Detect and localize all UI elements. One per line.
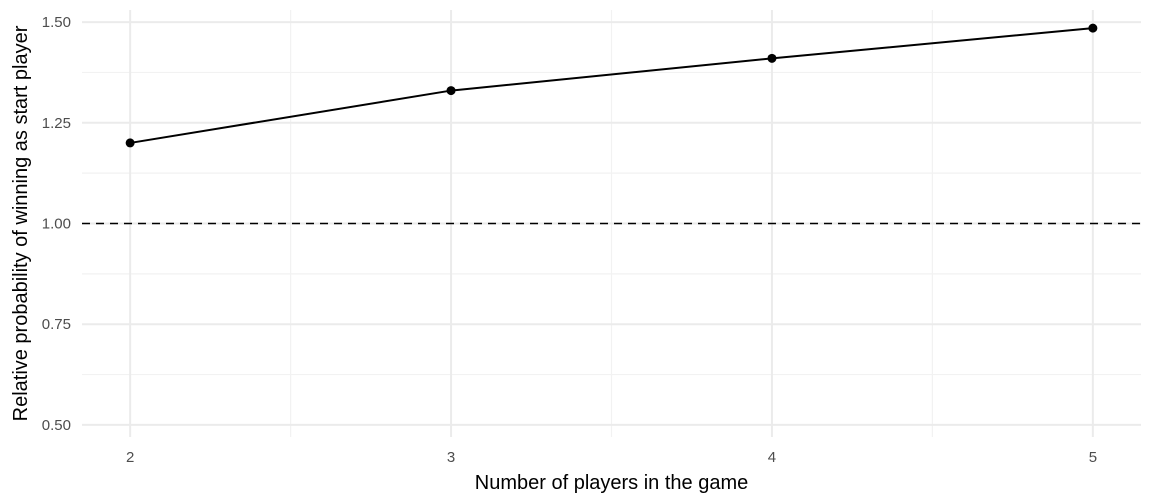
x-tick-label: 4 xyxy=(768,449,776,466)
y-axis-ticks: 0.50 0.75 1.00 1.25 1.50 xyxy=(42,14,71,434)
x-tick-label: 2 xyxy=(126,449,134,466)
y-tick-label: 1.50 xyxy=(42,14,71,31)
x-tick-label: 3 xyxy=(447,449,455,466)
x-axis-title: Number of players in the game xyxy=(475,472,748,494)
data-point xyxy=(767,53,777,63)
y-tick-label: 1.25 xyxy=(42,115,71,132)
y-axis-title: Relative probability of winning as start… xyxy=(10,25,32,421)
x-tick-label: 5 xyxy=(1089,449,1097,466)
y-tick-label: 0.75 xyxy=(42,316,71,333)
data-series xyxy=(125,23,1098,148)
y-tick-label: 0.50 xyxy=(42,417,71,434)
y-tick-label: 1.00 xyxy=(42,216,71,233)
x-axis-ticks: 2 3 4 5 xyxy=(126,449,1097,466)
data-point xyxy=(125,138,135,148)
series-line xyxy=(129,27,1093,144)
data-point xyxy=(446,86,456,96)
data-point xyxy=(1088,23,1098,33)
